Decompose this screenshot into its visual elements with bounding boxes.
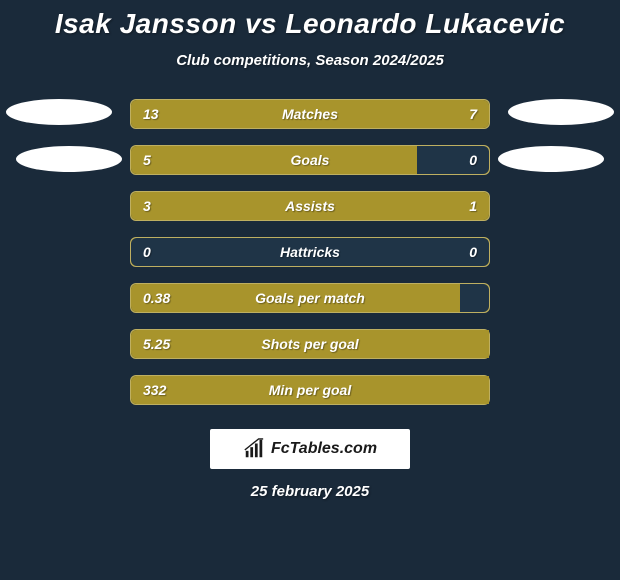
stat-row: 3 Assists 1 — [130, 191, 490, 221]
player-photo-left-2 — [16, 146, 122, 172]
stat-value-left: 13 — [143, 106, 159, 122]
stat-row: 0 Hattricks 0 — [130, 237, 490, 267]
bar-segment-left — [131, 146, 417, 174]
stat-value-left: 3 — [143, 198, 151, 214]
stat-label: Goals — [291, 152, 330, 168]
stat-label: Goals per match — [255, 290, 365, 306]
stat-label: Shots per goal — [261, 336, 358, 352]
stat-value-left: 5.25 — [143, 336, 170, 352]
stat-row: 332 Min per goal — [130, 375, 490, 405]
stat-value-right: 0 — [469, 244, 477, 260]
brand-text: FcTables.com — [271, 440, 377, 458]
stat-value-right: 0 — [469, 152, 477, 168]
stat-value-right: 1 — [469, 198, 477, 214]
stat-value-left: 0.38 — [143, 290, 170, 306]
stat-value-left: 332 — [143, 382, 166, 398]
stat-row: 0.38 Goals per match — [130, 283, 490, 313]
player-photo-right-1 — [508, 99, 614, 125]
chart-area: 13 Matches 7 5 Goals 0 3 Assists 1 0 Hattricks 0 0.3… — [0, 99, 620, 405]
stat-row: 13 Matches 7 — [130, 99, 490, 129]
chart-icon — [243, 438, 265, 460]
player-photo-left-1 — [6, 99, 112, 125]
brand-logo: FcTables.com — [210, 429, 410, 469]
stat-row: 5 Goals 0 — [130, 145, 490, 175]
stat-label: Min per goal — [269, 382, 351, 398]
stat-label: Hattricks — [280, 244, 340, 260]
stat-value-right: 7 — [469, 106, 477, 122]
stat-value-left: 5 — [143, 152, 151, 168]
player-photo-right-2 — [498, 146, 604, 172]
subtitle: Club competitions, Season 2024/2025 — [0, 52, 620, 69]
stat-label: Assists — [285, 198, 335, 214]
page-title: Isak Jansson vs Leonardo Lukacevic — [0, 8, 620, 40]
comparison-infographic: Isak Jansson vs Leonardo Lukacevic Club … — [0, 0, 620, 580]
stat-value-left: 0 — [143, 244, 151, 260]
footer-date: 25 february 2025 — [0, 483, 620, 500]
stat-label: Matches — [282, 106, 338, 122]
bar-segment-left — [131, 192, 400, 220]
stat-row: 5.25 Shots per goal — [130, 329, 490, 359]
